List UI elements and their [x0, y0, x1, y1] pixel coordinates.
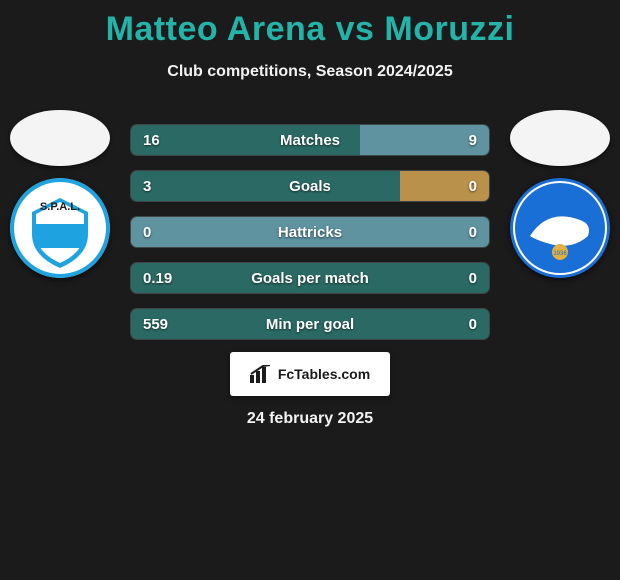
stat-value-right: 0	[469, 217, 477, 247]
stat-row: Hattricks0 0	[130, 216, 490, 248]
stat-value-left: 16	[143, 125, 160, 155]
player-right-club-badge: 1936	[510, 178, 610, 278]
stat-label: Goals per match	[131, 263, 489, 293]
stat-row: Matches16 9	[130, 124, 490, 156]
stat-value-left: 3	[143, 171, 151, 201]
page-title: Matteo Arena vs Moruzzi	[0, 0, 620, 49]
stat-value-left: 559	[143, 309, 168, 339]
stat-value-right: 0	[469, 309, 477, 339]
spal-badge-icon: S.P.A.L.	[10, 178, 110, 278]
svg-text:S.P.A.L.: S.P.A.L.	[40, 201, 80, 213]
date-label: 24 february 2025	[0, 410, 620, 428]
subtitle: Club competitions, Season 2024/2025	[0, 63, 620, 81]
stat-row: Min per goal559 0	[130, 308, 490, 340]
pescara-badge-icon: 1936	[510, 178, 610, 278]
stat-value-right: 0	[469, 171, 477, 201]
brand-chart-icon	[250, 365, 272, 383]
stat-value-left: 0.19	[143, 263, 172, 293]
player-right-avatar	[510, 110, 610, 166]
stat-value-right: 0	[469, 263, 477, 293]
stat-label: Min per goal	[131, 309, 489, 339]
stat-label: Matches	[131, 125, 489, 155]
player-left-club-badge: S.P.A.L.	[10, 178, 110, 278]
player-left-block: S.P.A.L.	[0, 110, 120, 278]
player-left-avatar	[10, 110, 110, 166]
svg-text:1936: 1936	[553, 251, 567, 257]
brand-badge[interactable]: FcTables.com	[230, 352, 390, 396]
brand-text: FcTables.com	[278, 366, 370, 382]
player-right-block: 1936	[500, 110, 620, 278]
stat-label: Hattricks	[131, 217, 489, 247]
stat-value-right: 9	[469, 125, 477, 155]
stat-row: Goals per match0.19 0	[130, 262, 490, 294]
stat-label: Goals	[131, 171, 489, 201]
stat-row: Goals3 0	[130, 170, 490, 202]
stat-value-left: 0	[143, 217, 151, 247]
stats-container: Matches169Goals30Hattricks00Goals per ma…	[130, 124, 490, 340]
